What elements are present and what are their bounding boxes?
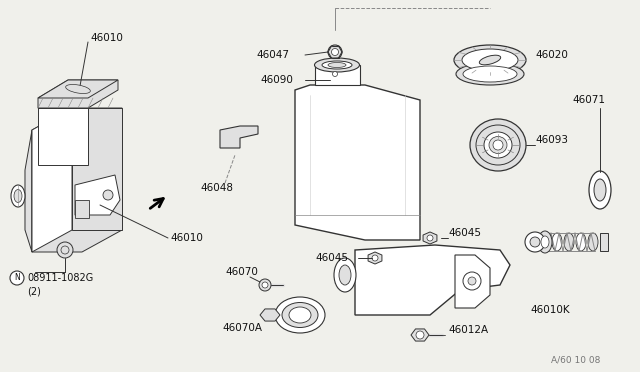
Text: 46093: 46093 xyxy=(535,135,568,145)
Polygon shape xyxy=(368,252,382,264)
Text: 46010: 46010 xyxy=(90,33,123,43)
Polygon shape xyxy=(295,85,420,240)
Polygon shape xyxy=(25,170,75,230)
Text: A/60 10 08: A/60 10 08 xyxy=(550,356,600,365)
Text: 46070: 46070 xyxy=(225,267,258,277)
Circle shape xyxy=(525,232,545,252)
Ellipse shape xyxy=(493,140,503,150)
Bar xyxy=(600,233,608,251)
Text: 46010K: 46010K xyxy=(530,305,570,315)
Bar xyxy=(75,200,89,218)
Text: 46010: 46010 xyxy=(170,233,203,243)
Text: 46090: 46090 xyxy=(260,75,293,85)
Ellipse shape xyxy=(538,231,552,253)
Ellipse shape xyxy=(470,119,526,171)
Circle shape xyxy=(427,235,433,241)
Circle shape xyxy=(332,48,339,55)
Text: (2): (2) xyxy=(27,286,41,296)
Circle shape xyxy=(103,190,113,200)
Text: 46045: 46045 xyxy=(315,253,348,263)
Polygon shape xyxy=(25,130,32,252)
Ellipse shape xyxy=(330,60,340,68)
Ellipse shape xyxy=(589,171,611,209)
Ellipse shape xyxy=(588,233,598,251)
Polygon shape xyxy=(315,65,360,85)
Text: 46012A: 46012A xyxy=(448,325,488,335)
Polygon shape xyxy=(355,245,510,315)
Polygon shape xyxy=(220,126,258,148)
Circle shape xyxy=(530,237,540,247)
Circle shape xyxy=(262,282,268,288)
Circle shape xyxy=(10,271,24,285)
Polygon shape xyxy=(38,108,88,165)
Ellipse shape xyxy=(456,63,524,85)
Ellipse shape xyxy=(463,66,517,82)
Ellipse shape xyxy=(339,265,351,285)
Circle shape xyxy=(259,279,271,291)
Polygon shape xyxy=(330,68,340,80)
Bar xyxy=(505,205,617,320)
Text: 46020: 46020 xyxy=(535,50,568,60)
Circle shape xyxy=(57,242,73,258)
Ellipse shape xyxy=(484,132,512,158)
Circle shape xyxy=(333,71,337,77)
Ellipse shape xyxy=(462,49,518,71)
Ellipse shape xyxy=(314,58,360,72)
Ellipse shape xyxy=(564,233,574,251)
Polygon shape xyxy=(32,108,122,252)
Ellipse shape xyxy=(275,297,325,333)
Bar xyxy=(168,8,632,356)
Polygon shape xyxy=(38,80,118,108)
Text: 46070A: 46070A xyxy=(222,323,262,333)
Text: 46047: 46047 xyxy=(256,50,289,60)
Polygon shape xyxy=(423,232,437,244)
Circle shape xyxy=(372,255,378,261)
Circle shape xyxy=(463,272,481,290)
Ellipse shape xyxy=(576,233,586,251)
Circle shape xyxy=(328,45,342,59)
Ellipse shape xyxy=(289,307,311,323)
Ellipse shape xyxy=(454,45,526,75)
Ellipse shape xyxy=(282,302,318,327)
Circle shape xyxy=(468,277,476,285)
Polygon shape xyxy=(455,255,490,308)
Ellipse shape xyxy=(14,189,22,202)
Ellipse shape xyxy=(334,258,356,292)
Ellipse shape xyxy=(11,185,25,207)
Ellipse shape xyxy=(476,125,520,165)
Text: 08911-1082G: 08911-1082G xyxy=(27,273,93,283)
Ellipse shape xyxy=(333,62,337,66)
Text: 46045: 46045 xyxy=(448,228,481,238)
Text: 46071: 46071 xyxy=(572,95,605,105)
Polygon shape xyxy=(411,329,429,341)
Ellipse shape xyxy=(594,179,606,201)
Text: N: N xyxy=(14,273,20,282)
Polygon shape xyxy=(260,309,280,321)
Ellipse shape xyxy=(328,62,346,67)
Polygon shape xyxy=(38,80,118,98)
Circle shape xyxy=(416,331,424,339)
Polygon shape xyxy=(75,175,120,215)
Ellipse shape xyxy=(541,236,549,248)
Text: 46048: 46048 xyxy=(200,183,233,193)
Polygon shape xyxy=(72,108,122,230)
Ellipse shape xyxy=(479,55,500,65)
Polygon shape xyxy=(32,108,72,252)
Ellipse shape xyxy=(489,137,507,154)
Ellipse shape xyxy=(66,84,90,93)
Ellipse shape xyxy=(552,233,562,251)
Ellipse shape xyxy=(322,61,352,69)
Circle shape xyxy=(61,246,69,254)
